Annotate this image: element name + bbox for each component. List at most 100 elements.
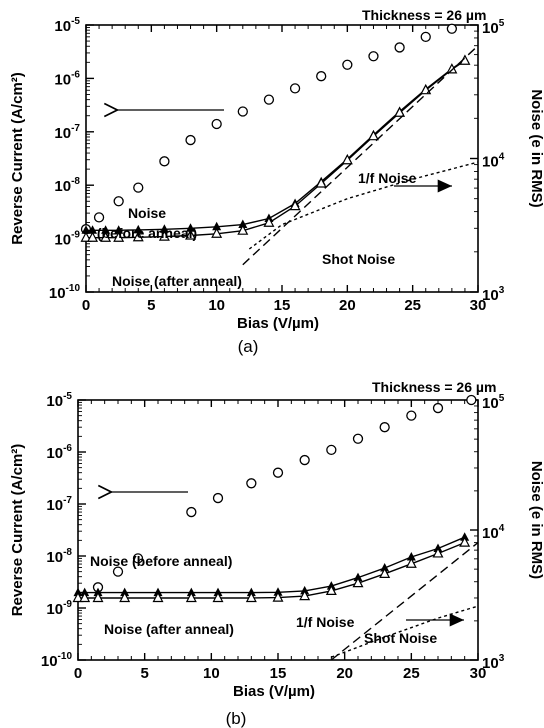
data-point bbox=[72, 591, 84, 603]
annotation: (before anneal) bbox=[97, 225, 197, 241]
data-point bbox=[88, 225, 98, 234]
data-point bbox=[79, 591, 91, 603]
data-point bbox=[325, 584, 337, 596]
x-tick-label: 0 bbox=[74, 665, 82, 682]
series-fit-line bbox=[78, 536, 465, 594]
x-tick-label: 10 bbox=[203, 665, 220, 682]
data-point bbox=[272, 591, 284, 602]
annotation: Noise (after anneal) bbox=[104, 621, 234, 637]
y-left-tick-label: 10-8 bbox=[54, 176, 80, 195]
x-tick-label: 5 bbox=[140, 665, 148, 682]
data-point bbox=[367, 129, 379, 141]
y-left-tick-label: 10-7 bbox=[46, 495, 72, 514]
data-point bbox=[368, 51, 379, 62]
panel-caption: (a) bbox=[238, 337, 259, 356]
x-tick-label: 20 bbox=[336, 665, 353, 682]
x-tick-label: 25 bbox=[404, 297, 421, 314]
data-point bbox=[159, 224, 169, 233]
data-point bbox=[238, 219, 248, 229]
x-tick-label: 25 bbox=[403, 665, 420, 682]
data-point bbox=[158, 230, 170, 241]
series-line bbox=[330, 542, 479, 661]
data-point bbox=[112, 566, 124, 577]
data-point bbox=[113, 231, 125, 242]
x-axis-label: Bias (V/µm) bbox=[233, 683, 315, 700]
data-point bbox=[186, 223, 196, 232]
data-point bbox=[379, 422, 390, 433]
series-reverse-current bbox=[92, 394, 477, 593]
data-point bbox=[352, 576, 364, 588]
data-point bbox=[263, 94, 275, 105]
data-point bbox=[87, 231, 99, 242]
data-point bbox=[326, 444, 337, 455]
x-tick-label: 20 bbox=[339, 297, 356, 314]
data-point bbox=[159, 156, 170, 167]
data-point bbox=[185, 229, 197, 240]
annotation: Shot Noise bbox=[322, 251, 395, 267]
x-tick-label: 15 bbox=[274, 297, 291, 314]
series-line bbox=[331, 605, 479, 658]
annotation: Noise (after anneal) bbox=[112, 273, 242, 289]
data-point bbox=[315, 177, 327, 188]
data-point bbox=[246, 478, 257, 489]
y-left-tick-label: 10-9 bbox=[46, 599, 72, 618]
data-point bbox=[93, 212, 105, 223]
annotation: 1/f Noise bbox=[358, 170, 417, 186]
y-right-tick-label: 104 bbox=[482, 523, 505, 542]
chart-panel-b: 0 5 10 15 20 25 30 10-10 10-9 10-8 10-7 10-6 10-5 103… bbox=[9, 379, 544, 728]
data-point bbox=[299, 589, 311, 601]
x-tick-label: 5 bbox=[147, 297, 155, 314]
data-point bbox=[133, 224, 143, 234]
data-point bbox=[132, 230, 144, 242]
y-right-tick-label: 105 bbox=[482, 393, 505, 412]
data-point bbox=[379, 567, 391, 578]
annotation: Noise (before anneal) bbox=[90, 553, 232, 569]
data-point bbox=[406, 551, 416, 561]
y-left-axis-label: Reverse Current (A/cm²) bbox=[9, 72, 26, 245]
data-point bbox=[405, 557, 417, 568]
series-shot-noise bbox=[331, 605, 479, 658]
y-left-tick-label: 10-7 bbox=[54, 123, 80, 142]
data-point bbox=[186, 506, 197, 518]
data-point bbox=[459, 536, 471, 547]
data-point bbox=[119, 591, 131, 603]
data-point bbox=[92, 591, 104, 603]
data-point bbox=[406, 410, 417, 421]
data-point bbox=[272, 467, 284, 478]
y-right-tick-label: 103 bbox=[482, 653, 505, 672]
y-left-tick-label: 10-5 bbox=[46, 391, 72, 410]
data-point bbox=[394, 106, 406, 117]
annotation: Shot Noise bbox=[364, 630, 437, 646]
data-point bbox=[237, 106, 248, 117]
data-point bbox=[394, 42, 405, 53]
data-point bbox=[446, 63, 458, 74]
data-point bbox=[212, 221, 222, 231]
y-left-tick-label: 10-10 bbox=[49, 283, 81, 302]
data-point bbox=[132, 553, 144, 564]
data-point bbox=[466, 394, 477, 406]
data-point bbox=[432, 547, 444, 558]
data-point bbox=[237, 224, 249, 235]
data-point bbox=[316, 71, 327, 82]
data-point bbox=[152, 591, 164, 603]
plot-frame bbox=[85, 24, 479, 293]
data-point bbox=[212, 492, 224, 504]
y-left-tick-label: 10-10 bbox=[41, 651, 73, 670]
annotation: Noise bbox=[128, 205, 166, 221]
chart-panel-a: 0 5 10 15 20 25 30 10-10 10-9 10-8 10-7 10-6 10-5 103… bbox=[9, 7, 544, 356]
data-point bbox=[352, 433, 364, 444]
data-point bbox=[80, 231, 92, 242]
data-point bbox=[100, 231, 112, 242]
y-left-axis-label: Reverse Current (A/cm²) bbox=[9, 444, 26, 617]
series-1-f-noise bbox=[330, 542, 479, 661]
data-point bbox=[81, 225, 91, 234]
x-tick-label: 10 bbox=[208, 297, 225, 314]
x-tick-label: 30 bbox=[470, 665, 487, 682]
data-point bbox=[101, 225, 111, 234]
data-point bbox=[289, 83, 301, 94]
series-fit-line bbox=[78, 541, 465, 599]
y-right-tick-label: 105 bbox=[482, 18, 505, 37]
data-point bbox=[185, 591, 197, 603]
y-right-tick-label: 103 bbox=[482, 285, 505, 304]
